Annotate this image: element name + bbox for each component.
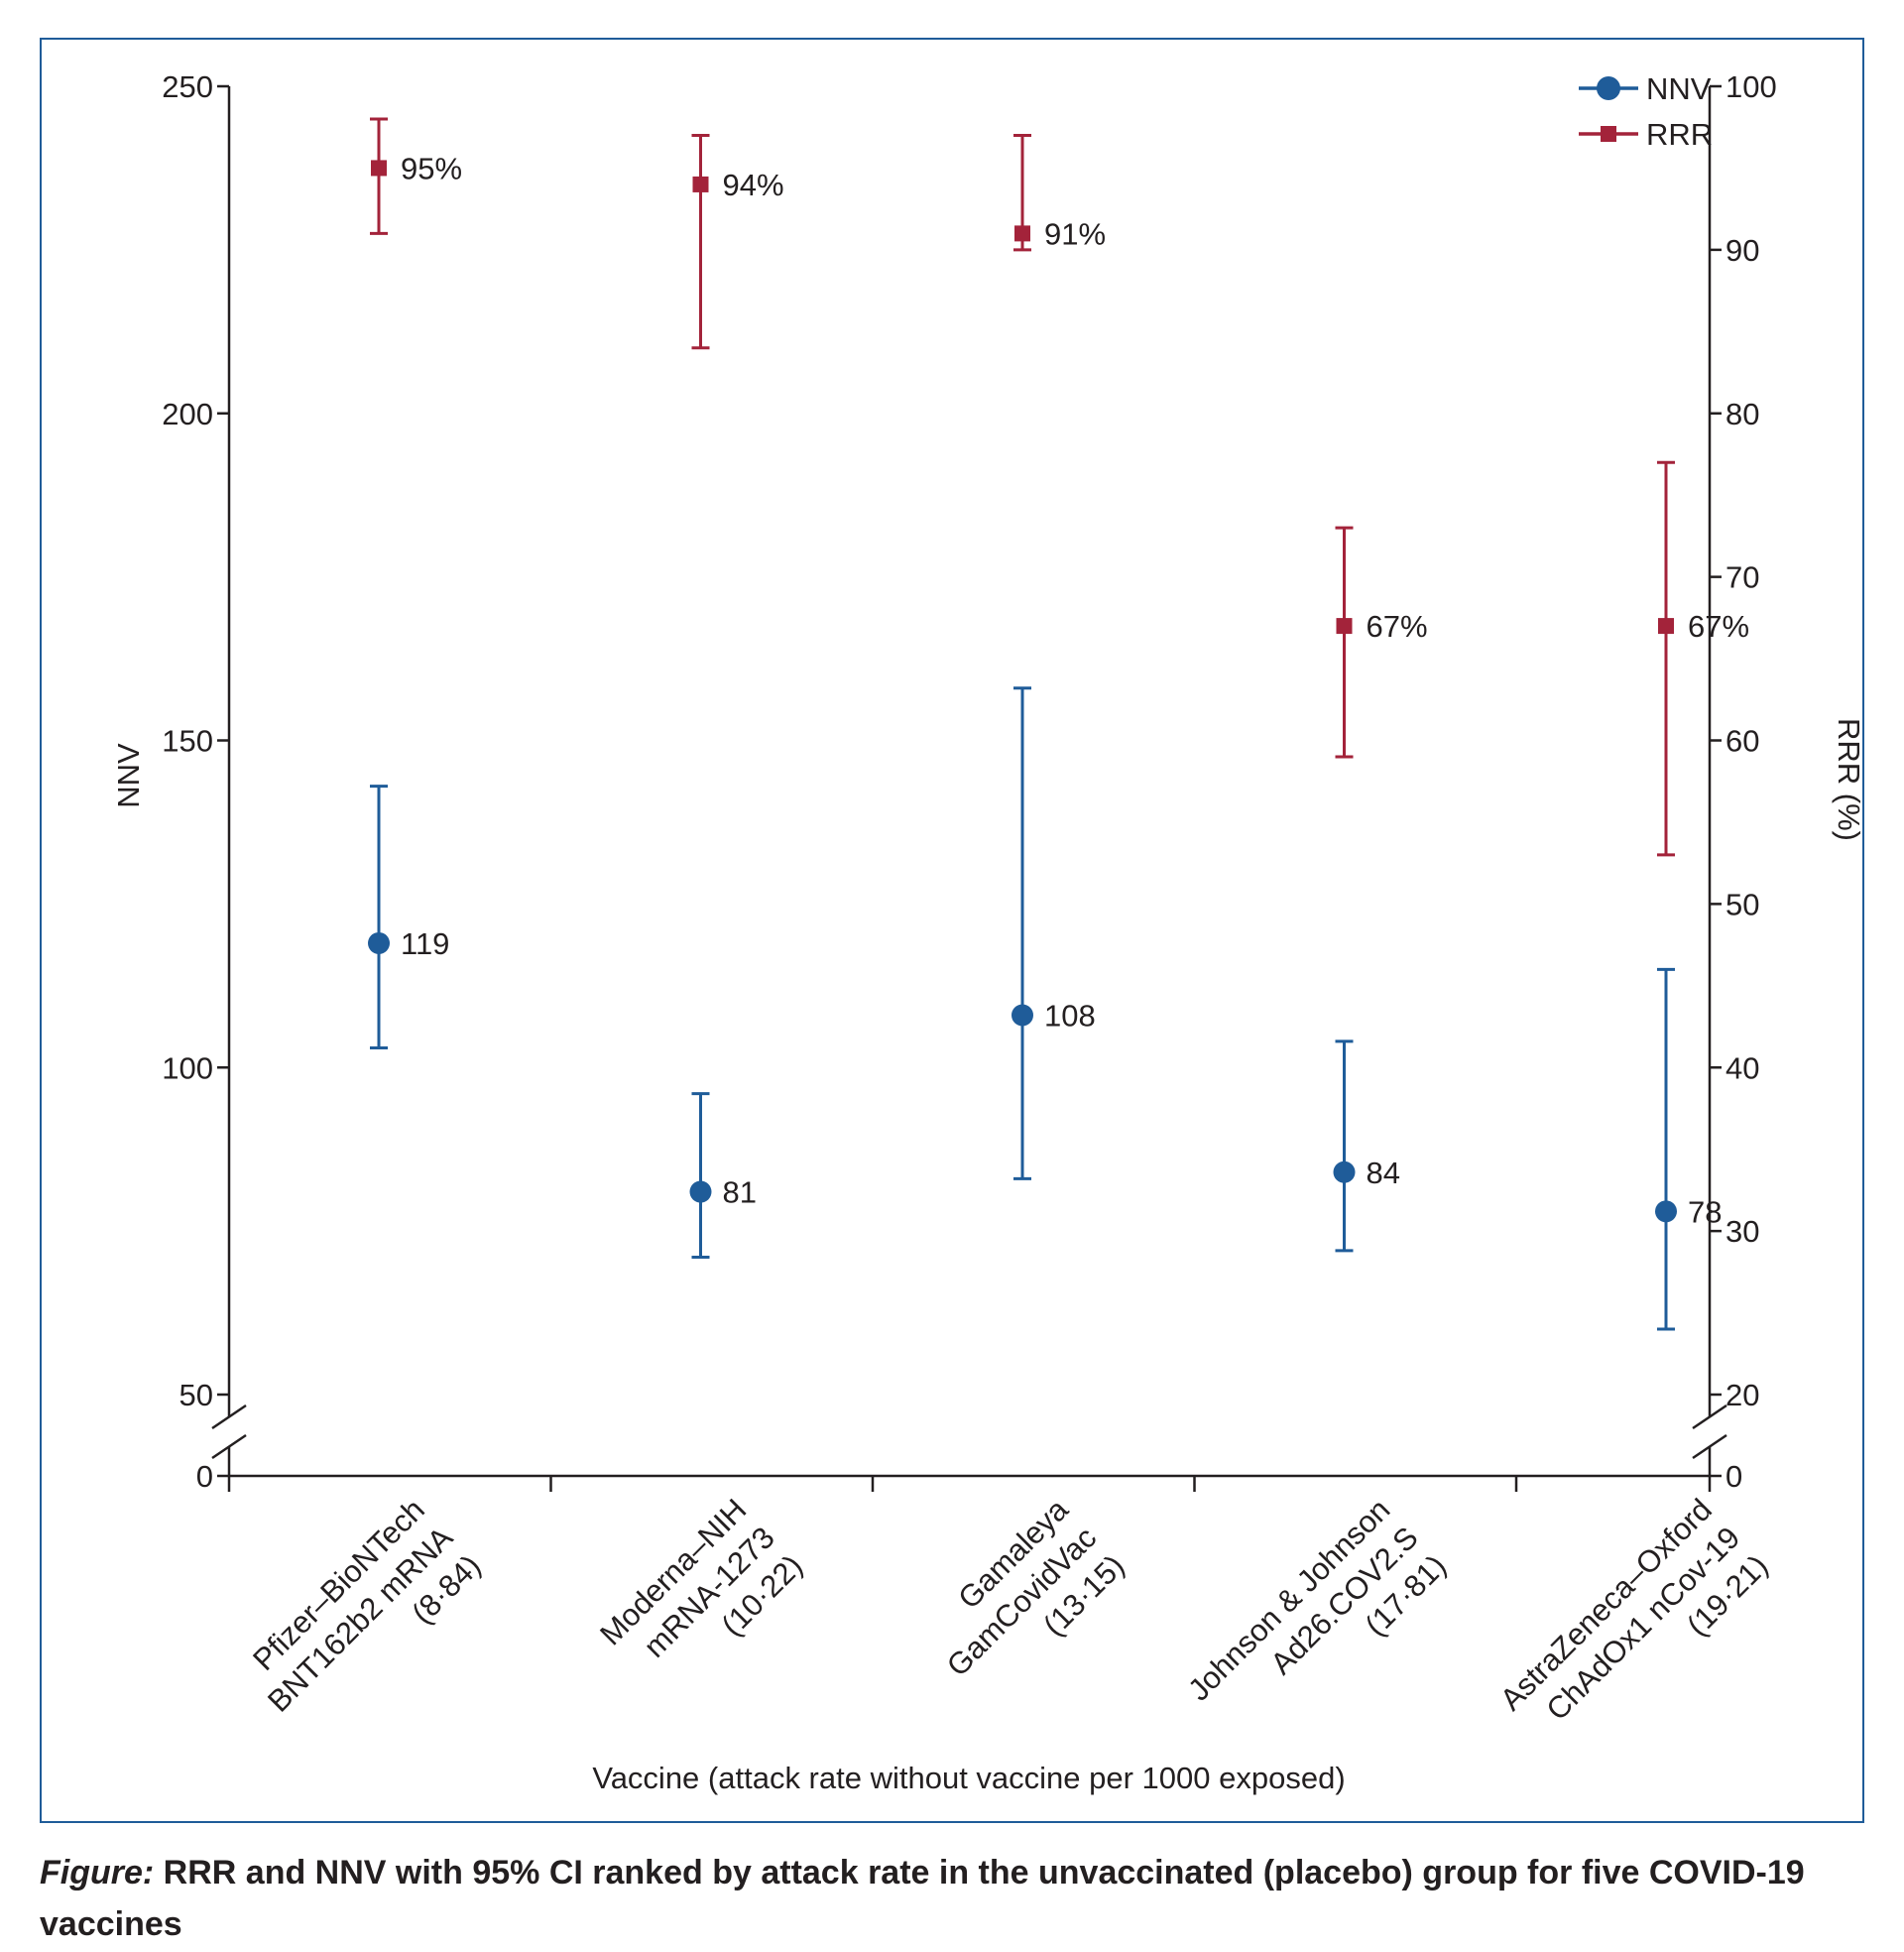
rrr-point (692, 176, 709, 192)
nnv-data-label: 84 (1367, 1156, 1400, 1190)
right-axis-tick-label: 30 (1726, 1214, 1759, 1249)
left-axis-break (211, 1403, 247, 1430)
nnv-data-label: 108 (1044, 998, 1096, 1033)
figure-frame: 0 50 100 150 200 250 0 20 30 40 50 60 70 80 90 100 NNV RR… (40, 38, 1864, 1823)
rrr-data-label: 95% (401, 151, 462, 185)
left-axis-tick-label: 0 (196, 1459, 213, 1494)
caption-lead: Figure: (40, 1854, 155, 1891)
rrr-point (1336, 618, 1353, 635)
rrr-data-label: 67% (1367, 609, 1428, 644)
legend-rrr-marker (1601, 126, 1616, 142)
nnv-point (1012, 1004, 1033, 1027)
caption-text: RRR and NNV with 95% CI ranked by attack… (40, 1854, 1805, 1943)
right-axis-tick-label: 100 (1726, 69, 1777, 104)
nnv-data-label: 119 (401, 926, 449, 961)
x-axis-category-label: GamaleyaGamCovidVac(13·15) (912, 1492, 1132, 1712)
right-axis-tick-label: 90 (1726, 233, 1759, 268)
rrr-data-label: 91% (1044, 216, 1106, 251)
x-axis-category-label: AstraZeneca–OxfordChAdOx1 nCov-19(19·21) (1493, 1492, 1775, 1773)
nnv-data-label: 81 (723, 1175, 757, 1210)
left-axis-break (211, 1433, 247, 1460)
rrr-point (1014, 225, 1030, 242)
right-axis-break (1692, 1433, 1727, 1460)
left-axis-tick-label: 50 (179, 1378, 213, 1412)
x-axis-title: Vaccine (attack rate without vaccine per… (592, 1761, 1345, 1795)
left-axis-tick-label: 150 (162, 724, 213, 759)
left-axis-title: NNV (111, 743, 146, 808)
legend-rrr-label: RRR (1646, 117, 1713, 152)
left-axis-tick-label: 200 (162, 397, 213, 431)
nnv-point (368, 931, 390, 954)
x-axis-category-label: Johnson & JohnsonAd26.COV2.S(17·81) (1181, 1492, 1453, 1764)
chart: 0 50 100 150 200 250 0 20 30 40 50 60 70 80 90 100 NNV RR… (111, 69, 1862, 1795)
left-axis-tick-label: 100 (162, 1050, 213, 1085)
right-axis-tick-label: 80 (1726, 397, 1759, 431)
right-axis-break (1692, 1403, 1727, 1430)
right-axis-tick-label: 20 (1726, 1378, 1759, 1412)
nnv-data-label: 78 (1688, 1194, 1722, 1229)
nnv-point (1655, 1200, 1677, 1223)
legend-nnv-label: NNV (1646, 71, 1712, 106)
right-axis-tick-label: 70 (1726, 560, 1759, 595)
left-axis-tick-label: 250 (162, 69, 213, 104)
rrr-point (1658, 618, 1674, 635)
rrr-data-label: 67% (1688, 609, 1749, 644)
x-axis-category-label: Moderna–NIHmRNA-1273(10·22) (593, 1492, 809, 1708)
rrr-data-label: 94% (723, 168, 784, 202)
x-axis-category-label: Pfizer–BioNTechBNT162b2 mRNA(8·84) (233, 1492, 488, 1747)
right-axis-tick-label: 50 (1726, 887, 1759, 921)
legend-nnv-marker (1597, 76, 1620, 100)
figure-caption: Figure: RRR and NNV with 95% CI ranked b… (40, 1847, 1864, 1950)
right-axis-title: RRR (%) (1832, 718, 1862, 841)
nnv-point (689, 1180, 712, 1203)
rrr-point (371, 160, 387, 177)
right-axis-tick-label: 60 (1726, 724, 1759, 759)
right-axis-tick-label: 0 (1726, 1459, 1742, 1494)
nnv-point (1333, 1160, 1356, 1183)
right-axis-tick-label: 40 (1726, 1050, 1759, 1085)
